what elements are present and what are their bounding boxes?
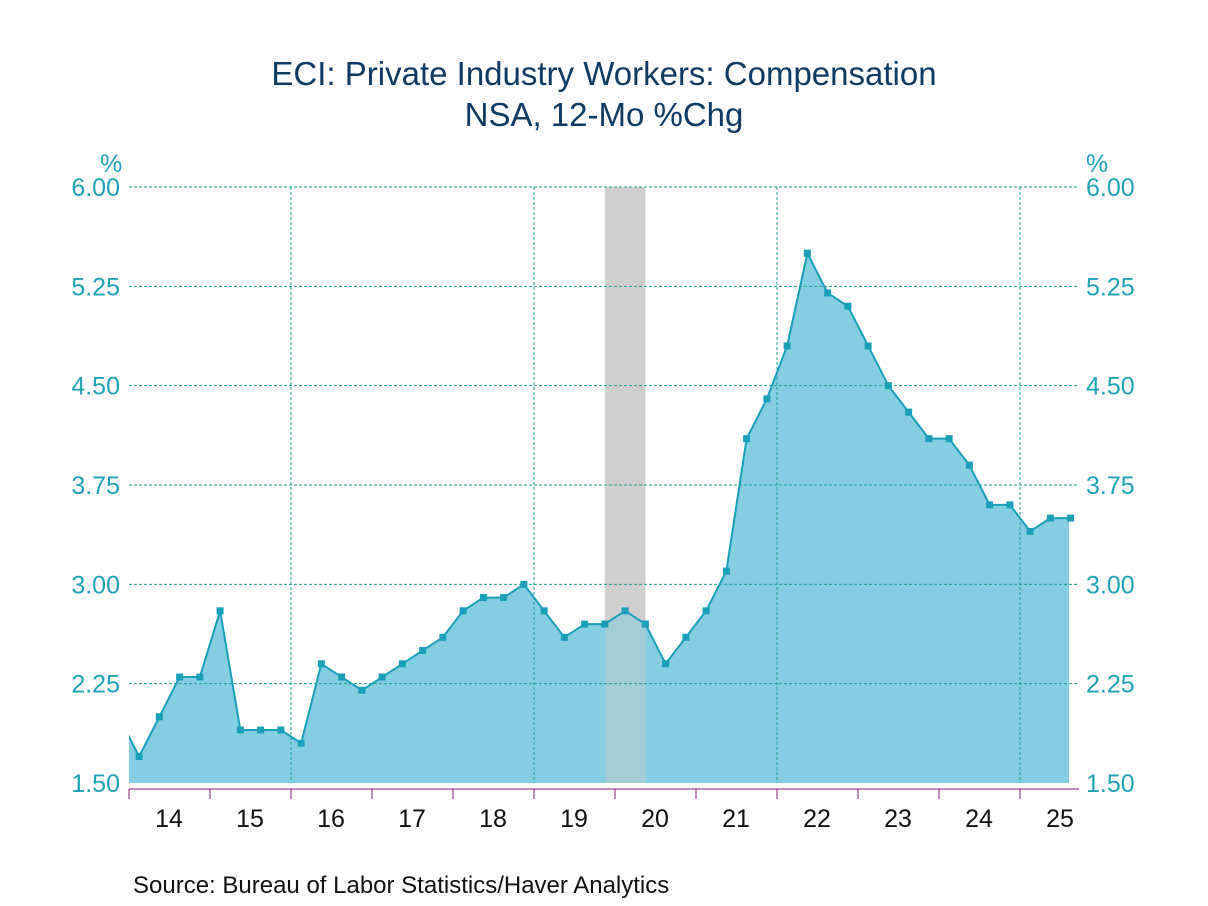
data-point	[500, 594, 508, 602]
y-tick-right: 3.00	[1086, 571, 1135, 599]
data-point	[398, 660, 406, 668]
chart-subtitle: NSA, 12-Mo %Chg	[465, 96, 744, 133]
data-point	[277, 726, 285, 734]
y-unit-left: %	[100, 150, 122, 178]
data-point	[317, 660, 325, 668]
data-point	[662, 660, 670, 668]
data-point	[479, 594, 487, 602]
data-point	[459, 607, 467, 615]
data-point	[1067, 514, 1075, 522]
data-point	[439, 633, 447, 641]
data-point	[358, 686, 366, 694]
data-point	[378, 673, 386, 681]
y-tick-right: 1.50	[1086, 770, 1135, 798]
data-point	[581, 620, 589, 628]
data-point	[1006, 501, 1014, 509]
data-point	[945, 435, 953, 443]
x-tick-label: 25	[1046, 805, 1074, 833]
y-tick-left: 6.00	[71, 174, 120, 202]
y-tick-right: 6.00	[1086, 174, 1135, 202]
x-tick-label: 15	[236, 805, 264, 833]
data-point	[176, 673, 184, 681]
y-tick-left: 2.25	[71, 671, 120, 699]
data-point	[641, 620, 649, 628]
x-tick-label: 18	[479, 805, 507, 833]
y-tick-right: 2.25	[1086, 671, 1135, 699]
x-tick-label: 24	[965, 805, 993, 833]
y-tick-left: 3.00	[71, 571, 120, 599]
x-tick-label: 22	[803, 805, 831, 833]
data-point	[621, 607, 629, 615]
y-tick-left: 1.50	[71, 770, 120, 798]
y-unit-right: %	[1086, 150, 1108, 178]
data-point	[682, 633, 690, 641]
source-note: Source: Bureau of Labor Statistics/Haver…	[133, 872, 669, 899]
data-point	[216, 607, 224, 615]
data-point	[702, 607, 710, 615]
data-point	[135, 753, 143, 761]
x-tick-label: 19	[560, 805, 588, 833]
x-tick-label: 23	[884, 805, 912, 833]
data-point	[338, 673, 346, 681]
data-point	[824, 289, 832, 297]
data-point	[155, 713, 163, 721]
x-tick-label: 16	[317, 805, 345, 833]
data-point	[1026, 527, 1034, 535]
x-tick-label: 21	[722, 805, 750, 833]
x-tick-label: 20	[641, 805, 669, 833]
x-tick-label: 17	[398, 805, 426, 833]
data-point	[884, 382, 892, 390]
data-point	[864, 342, 872, 350]
data-point	[783, 342, 791, 350]
data-point	[520, 580, 528, 588]
data-point	[1046, 514, 1054, 522]
data-point	[925, 435, 933, 443]
y-tick-left: 5.25	[71, 273, 120, 301]
data-point	[236, 726, 244, 734]
data-point	[986, 501, 994, 509]
data-point	[540, 607, 548, 615]
y-tick-left: 3.75	[71, 472, 120, 500]
data-point	[965, 461, 973, 469]
data-point	[560, 633, 568, 641]
data-point	[257, 726, 265, 734]
data-point	[297, 739, 305, 747]
data-point	[419, 647, 427, 655]
y-tick-right: 4.50	[1086, 373, 1135, 401]
chart-title: ECI: Private Industry Workers: Compensat…	[271, 55, 936, 92]
y-tick-right: 3.75	[1086, 472, 1135, 500]
y-tick-right: 5.25	[1086, 273, 1135, 301]
x-tick-label: 14	[155, 805, 183, 833]
data-point	[601, 620, 609, 628]
data-point	[803, 249, 811, 257]
data-point	[196, 673, 204, 681]
data-point	[844, 302, 852, 310]
series-area	[129, 253, 1069, 783]
data-point	[722, 567, 730, 575]
y-tick-left: 4.50	[71, 373, 120, 401]
data-point	[905, 408, 913, 416]
data-point	[743, 435, 751, 443]
data-point	[763, 395, 771, 403]
